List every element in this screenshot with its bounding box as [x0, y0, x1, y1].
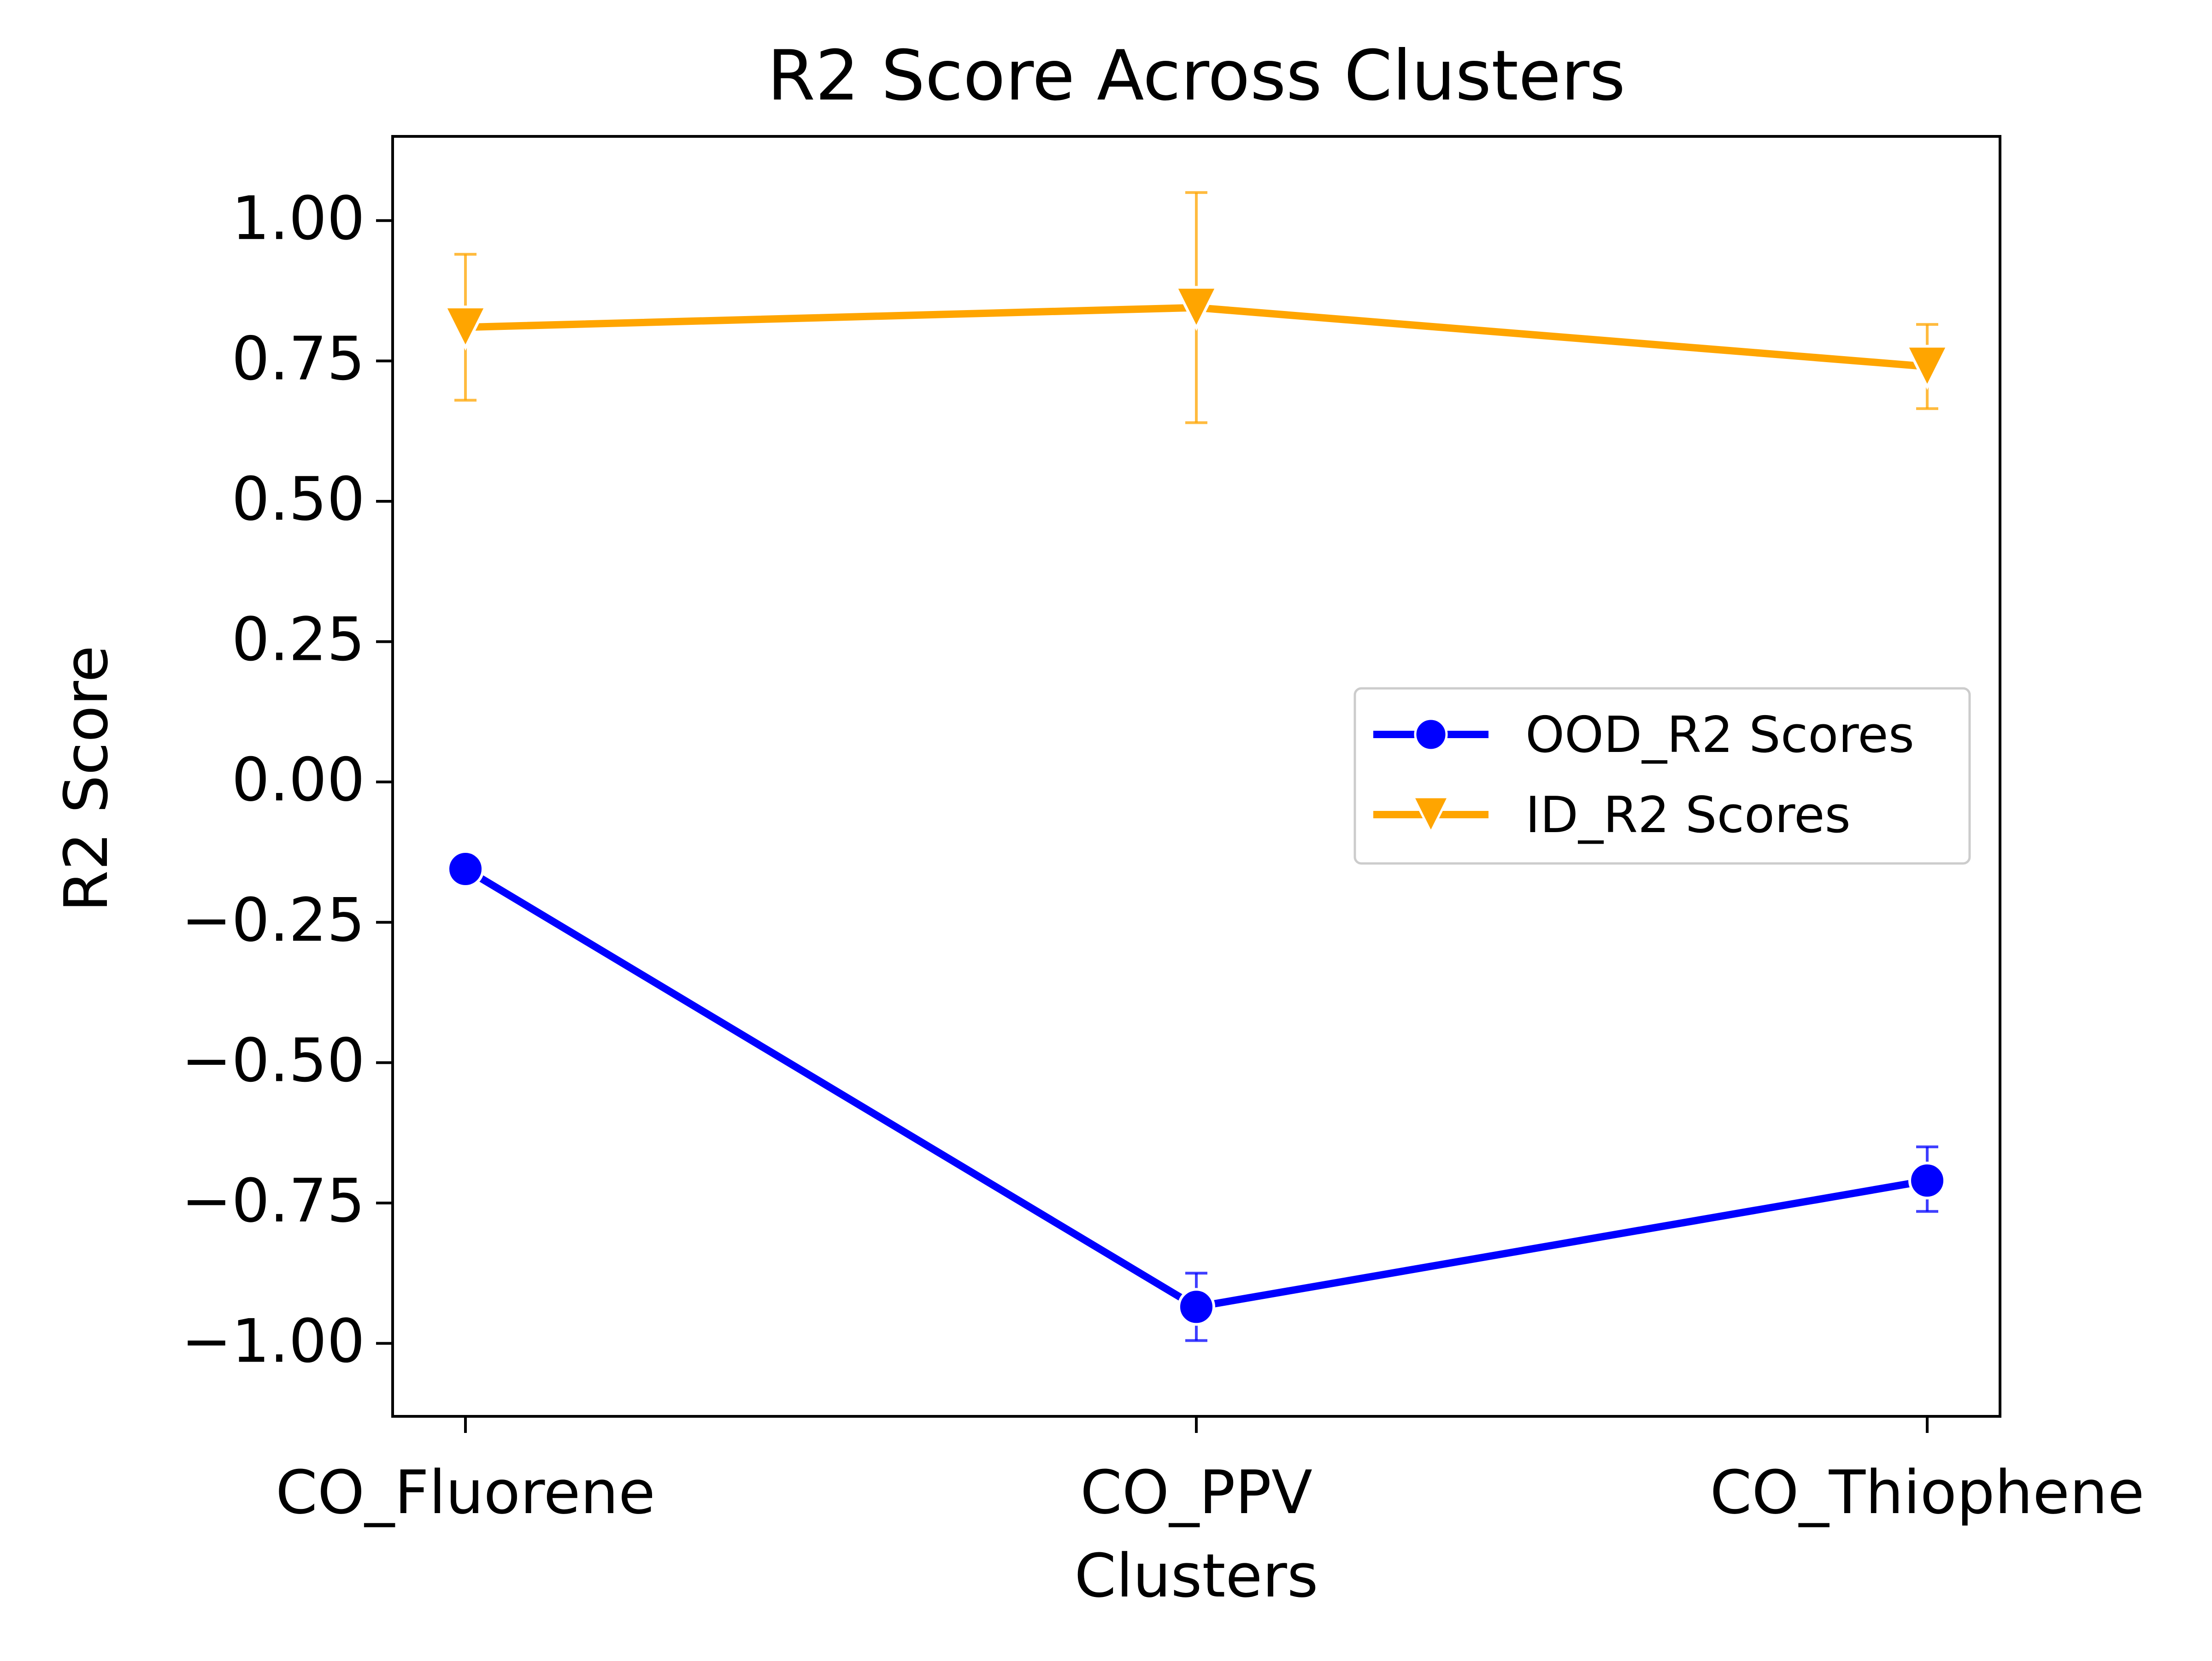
y-tick-label: 0.75 [232, 323, 365, 393]
series-2-point [443, 305, 488, 351]
y-tick-label: 0.50 [232, 464, 365, 534]
y-tick-label: 0.00 [232, 745, 365, 815]
series-1-point [1908, 1162, 1946, 1200]
legend-marker-triangle [1411, 796, 1451, 835]
y-tick-label: 1.00 [232, 183, 365, 253]
chart-title: R2 Score Across Clusters [767, 36, 1625, 116]
x-tick-label: CO_PPV [1080, 1457, 1312, 1527]
series-1-point [447, 850, 484, 888]
x-tick-label: CO_Fluorene [276, 1457, 655, 1527]
y-tick-label: −0.75 [182, 1166, 365, 1236]
y-axis-label: R2 Score [51, 646, 121, 912]
y-tick-label: 0.25 [232, 605, 365, 675]
plot-area: −1.00 −0.75 −0.50 −0.25 0.00 0.25 0.50 0.75 1.00… [182, 135, 2145, 1527]
legend: OOD_R2 Scores ID_R2 Scores [1353, 687, 1971, 865]
x-axis-label: Clusters [1074, 1541, 1318, 1611]
legend-label: OOD_R2 Scores [1525, 706, 1914, 764]
legend-label: ID_R2 Scores [1525, 786, 1851, 844]
y-tick-label: −0.50 [182, 1025, 365, 1095]
series-2-point [1905, 345, 1950, 390]
legend-frame [1353, 687, 1971, 865]
series-2-point [1174, 286, 1219, 331]
series-1-point [1177, 1288, 1215, 1326]
x-tick-label: CO_Thiophene [1710, 1457, 2145, 1527]
legend-marker-circle [1414, 717, 1448, 751]
y-tick-label: −1.00 [182, 1306, 365, 1376]
y-tick-label: −0.25 [182, 885, 365, 955]
